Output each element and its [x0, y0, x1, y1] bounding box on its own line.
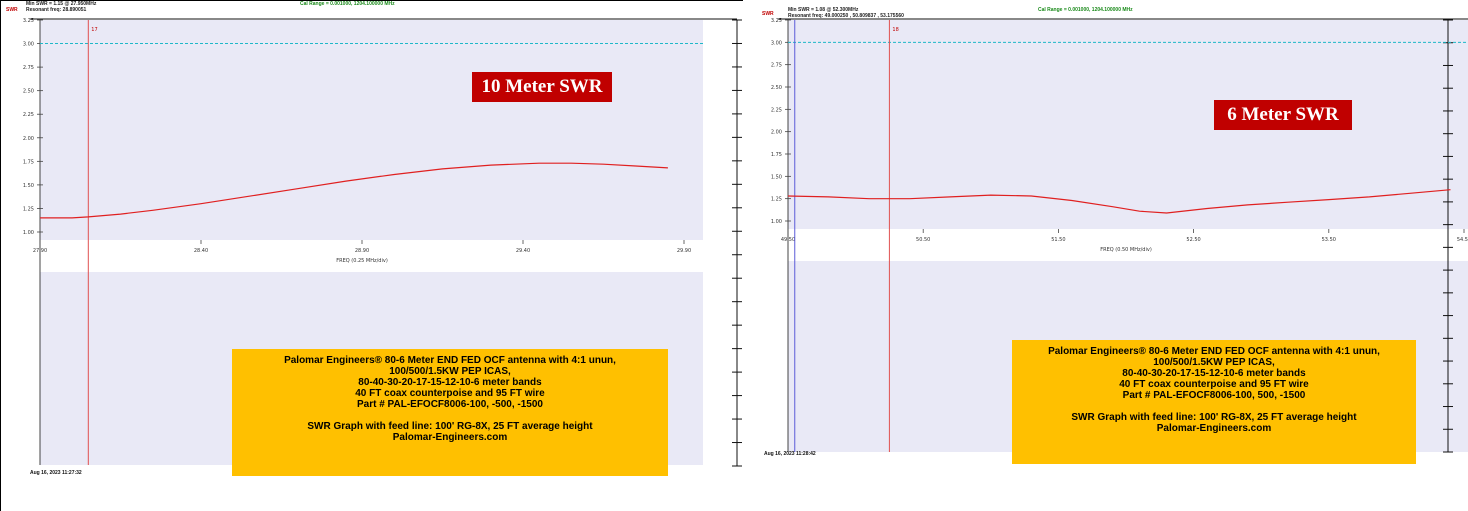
x-axis-label: FREQ (0.25 MHz/div) — [336, 258, 388, 264]
y-tick-label: 3.00 — [23, 42, 34, 48]
x-tick-label: 29.40 — [516, 248, 530, 254]
y-tick-label: 1.00 — [771, 219, 782, 225]
y-tick-label: 1.25 — [771, 197, 782, 203]
y-tick-label: 2.75 — [771, 63, 782, 69]
x-tick-label: 52.50 — [1186, 237, 1200, 243]
timestamp: Aug 16, 2023 11:28:42 — [764, 451, 816, 457]
chart-badge: 6 Meter SWR — [1214, 100, 1352, 130]
panel-6m: SWR Min SWR = 1.08 @ 52.300MHz Resonant … — [748, 0, 1468, 510]
resonant-freq-readout: Resonant freq: 49.000250 , 50.809837 , 5… — [788, 13, 904, 19]
y-tick-label: 1.50 — [771, 174, 782, 180]
y-tick-label: 1.75 — [771, 152, 782, 158]
x-tick-label: 53.50 — [1322, 237, 1336, 243]
swr-curve — [787, 189, 1451, 214]
info-website: Palomar-Engineers.com — [1156, 423, 1272, 434]
x-tick-label: 54.50 — [1457, 237, 1468, 243]
marker-label: 17 — [91, 27, 97, 33]
cal-range-readout: Cal Range = 0.001000, 1204.100000 MHz — [300, 1, 395, 7]
swr-label: SWR — [762, 11, 774, 17]
info-line: Palomar Engineers® 80-6 Meter END FED OC… — [284, 355, 616, 366]
y-tick-label: 2.50 — [771, 85, 782, 91]
y-tick-label: 3.00 — [771, 40, 782, 46]
info-line: 80-40-30-20-17-15-12-10-6 meter bands — [1122, 368, 1306, 379]
info-line: 40 FT coax counterpoise and 95 FT wire — [1119, 379, 1309, 390]
info-website: Palomar-Engineers.com — [392, 432, 508, 443]
y-tick-label: 2.00 — [771, 130, 782, 136]
y-tick-label: 2.25 — [23, 112, 34, 118]
info-line: 40 FT coax counterpoise and 95 FT wire — [355, 388, 545, 399]
plot-blank-strip — [703, 20, 737, 465]
swr-curve — [40, 162, 668, 219]
info-footer-line: SWR Graph with feed line: 100' RG-8X, 25… — [1071, 412, 1357, 423]
info-line: 100/500/1.5KW PEP ICAS, — [389, 366, 511, 377]
panel-10m: SWR Min SWR = 1.15 @ 27.950MHz Resonant … — [0, 0, 743, 511]
info-line: 100/500/1.5KW PEP ICAS, — [1153, 357, 1275, 368]
info-line: Palomar Engineers® 80-6 Meter END FED OC… — [1048, 346, 1380, 357]
info-line: Part # PAL-EFOCF8006-100, -500, -1500 — [356, 399, 543, 410]
resonant-freq-readout: Resonant freq: 28.890051 — [26, 7, 87, 13]
min-swr-readout: Min SWR = 1.15 @ 27.950MHz — [26, 1, 97, 7]
chart-badge: 10 Meter SWR — [472, 72, 612, 102]
y-tick-label: 1.75 — [23, 159, 34, 165]
y-tick-label: 2.50 — [23, 89, 34, 95]
y-tick-label: 3.25 — [23, 18, 34, 24]
antenna-info-box: Palomar Engineers® 80-6 Meter END FED OC… — [232, 349, 668, 476]
swr-label: SWR — [6, 7, 18, 13]
marker-label: 18 — [892, 27, 898, 33]
x-axis-label: FREQ (0.50 MHz/div) — [1100, 247, 1152, 253]
cal-range-readout: Cal Range = 0.001000, 1204.100000 MHz — [1038, 7, 1133, 13]
info-line: Part # PAL-EFOCF8006-100, 500, -1500 — [1122, 390, 1306, 401]
x-tick-label: 29.90 — [677, 248, 691, 254]
info-footer-line: SWR Graph with feed line: 100' RG-8X, 25… — [307, 421, 593, 432]
antenna-info-box: Palomar Engineers® 80-6 Meter END FED OC… — [1012, 340, 1416, 464]
y-tick-label: 2.75 — [23, 65, 34, 71]
timestamp: Aug 16, 2023 11:27:32 — [30, 470, 82, 476]
x-tick-label: 27.90 — [33, 248, 47, 254]
min-swr-readout: Min SWR = 1.08 @ 52.300MHz — [788, 7, 859, 13]
y-tick-label: 1.25 — [23, 206, 34, 212]
freq-axis-band — [40, 240, 703, 272]
x-tick-label: 49.50 — [781, 237, 795, 243]
info-line: 80-40-30-20-17-15-12-10-6 meter bands — [358, 377, 542, 388]
x-tick-label: 51.50 — [1051, 237, 1065, 243]
y-tick-label: 2.00 — [23, 136, 34, 142]
y-tick-label: 2.25 — [771, 107, 782, 113]
y-tick-label: 1.50 — [23, 183, 34, 189]
x-tick-label: 50.50 — [916, 237, 930, 243]
y-tick-label: 3.25 — [771, 18, 782, 24]
x-tick-label: 28.90 — [355, 248, 369, 254]
x-tick-label: 28.40 — [194, 248, 208, 254]
panel-border — [0, 0, 743, 511]
freq-axis-band — [788, 229, 1468, 261]
y-tick-label: 1.00 — [23, 230, 34, 236]
